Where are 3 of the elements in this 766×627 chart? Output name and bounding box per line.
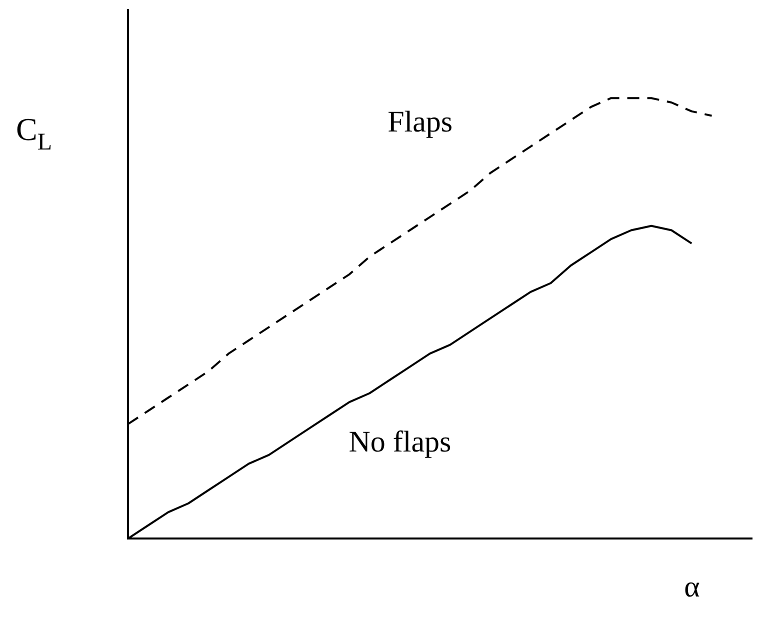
series-label: No flaps: [348, 425, 452, 458]
series-label: Flaps: [388, 106, 453, 139]
x-axis-title: α: [684, 570, 700, 604]
